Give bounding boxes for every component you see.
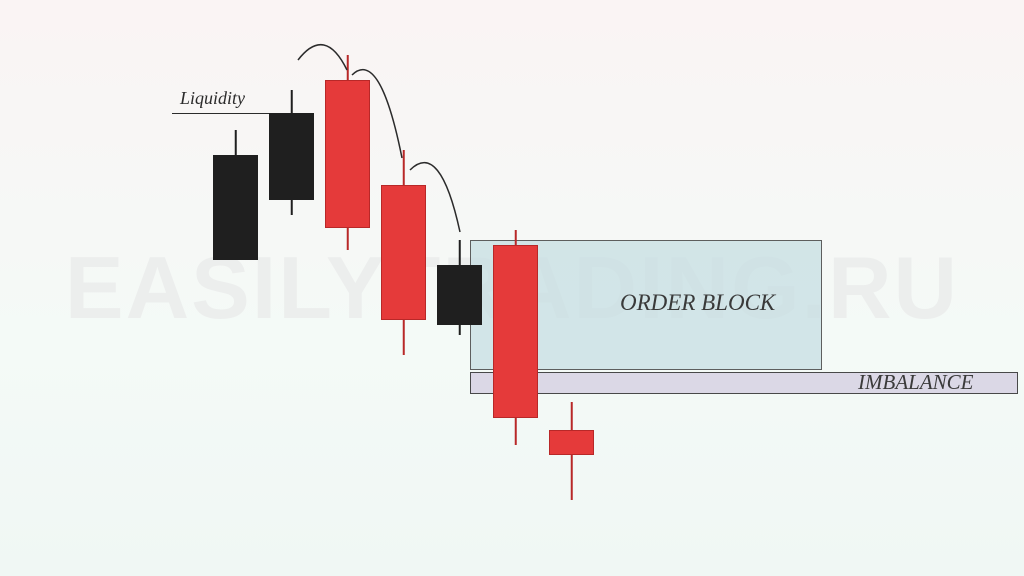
candle-4 — [381, 0, 426, 576]
candle-6 — [493, 0, 538, 576]
order-block-label: ORDER BLOCK — [620, 290, 775, 316]
candle-body — [325, 80, 370, 228]
candle-5 — [437, 0, 482, 576]
candle-body — [493, 245, 538, 418]
candle-body — [437, 265, 482, 325]
imbalance-label: IMBALANCE — [858, 370, 974, 395]
candle-3 — [325, 0, 370, 576]
candle-body — [269, 113, 314, 200]
candle-2 — [269, 0, 314, 576]
candle-1 — [213, 0, 258, 576]
candle-body — [213, 155, 258, 260]
candle-7 — [549, 0, 594, 576]
candle-body — [549, 430, 594, 455]
candle-body — [381, 185, 426, 320]
